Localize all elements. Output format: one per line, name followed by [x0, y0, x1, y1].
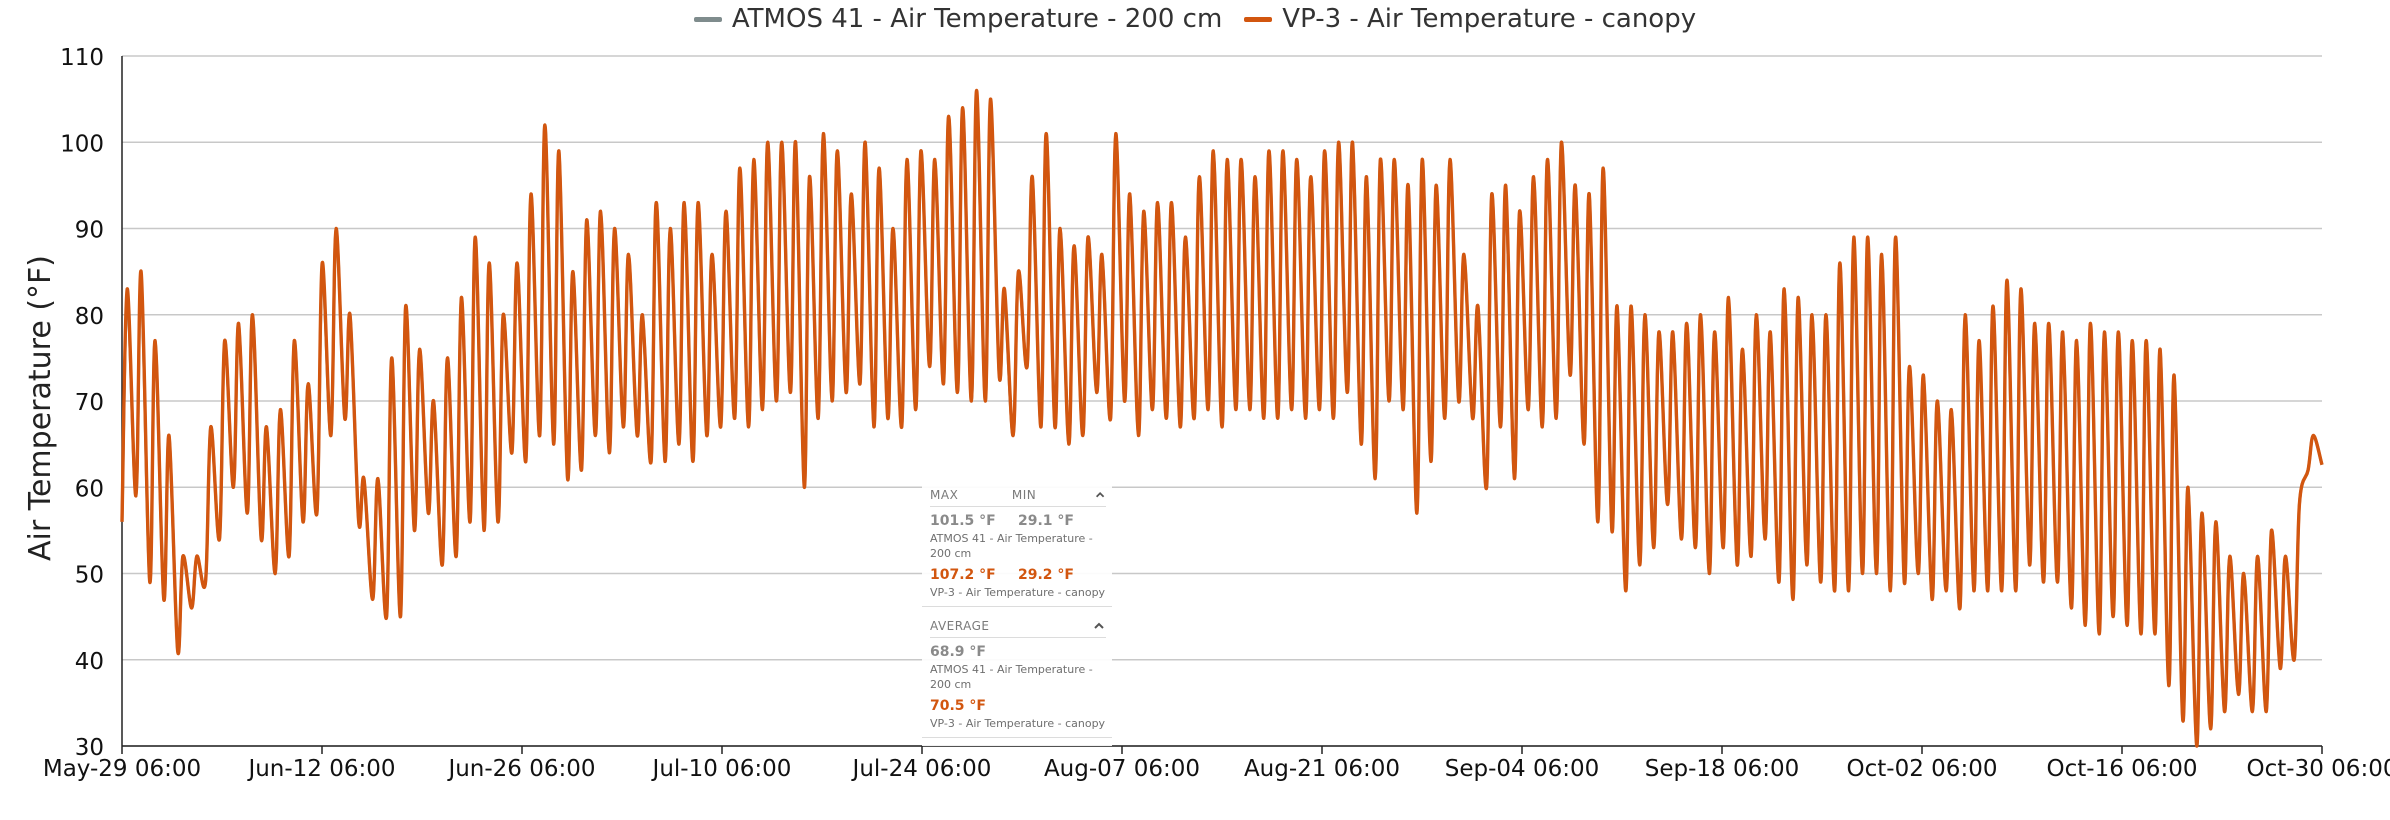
y-tick-label: 50: [75, 563, 104, 589]
series-label-atmos41: ATMOS 41 - Air Temperature - 200 cm: [930, 532, 1093, 560]
tick-labels: 30 40 50 60 70 80 90 100 110 May-29 06:00 Jun-12 0…: [43, 45, 2390, 782]
legend-swatch-vp3: [1244, 16, 1273, 22]
x-tick-label: Aug-07 06:00: [1044, 756, 1200, 782]
average-label-vp3: VP-3 - Air Temperature - canopy: [930, 717, 1106, 730]
max-header: MAX: [930, 488, 959, 502]
legend-label-vp3: VP-3 - Air Temperature - canopy: [1282, 4, 1697, 34]
min-value-atmos41: 29.1 °F: [1018, 513, 1074, 529]
y-tick-label: 60: [75, 476, 104, 502]
x-tick-label: May-29 06:00: [43, 756, 201, 782]
average-row-atmos41: 68.9 °F ATMOS 41 - Air Temperature - 200…: [930, 644, 1106, 692]
legend-swatch-atmos41: [693, 16, 722, 22]
y-tick-label: 90: [75, 218, 104, 244]
y-tick-label: 80: [75, 304, 104, 330]
minmax-row-atmos41: 101.5 °F 29.1 °F ATMOS 41 - Air Temperat…: [930, 513, 1106, 561]
minmax-section: MAX MIN 101.5 °F 29.1 °F ATMOS 41 - Air …: [922, 484, 1112, 607]
average-section: AVERAGE 68.9 °F ATMOS 41 - Air Temperatu…: [922, 615, 1112, 738]
x-tick-label: Jul-10 06:00: [651, 756, 792, 782]
axes: [121, 56, 2323, 754]
average-header-label: AVERAGE: [930, 619, 990, 633]
average-label-atmos41: ATMOS 41 - Air Temperature - 200 cm: [930, 663, 1093, 691]
average-value-atmos41: 68.9 °F: [930, 644, 986, 660]
stats-panel: MAX MIN 101.5 °F 29.1 °F ATMOS 41 - Air …: [922, 484, 1112, 746]
minmax-row-vp3: 107.2 °F 29.2 °F VP-3 - Air Temperature …: [930, 567, 1106, 600]
chevron-up-icon[interactable]: [1092, 619, 1106, 633]
x-tick-label: Jun-12 06:00: [246, 756, 395, 782]
y-tick-label: 110: [60, 45, 104, 71]
average-header: AVERAGE: [930, 615, 1106, 638]
y-tick-label: 70: [75, 390, 104, 416]
chevron-up-icon[interactable]: [1094, 488, 1106, 502]
x-tick-label: Sep-04 06:00: [1445, 756, 1600, 782]
series-line-vp3[interactable]: [120, 88, 2324, 748]
chart-legend: ATMOS 41 - Air Temperature - 200 cm VP-3…: [0, 4, 2390, 34]
x-tick-label: Aug-21 06:00: [1244, 756, 1400, 782]
y-tick-label: 30: [75, 735, 104, 761]
y-tick-label: 40: [75, 649, 104, 675]
max-value-vp3: 107.2 °F: [930, 567, 996, 583]
average-value-vp3: 70.5 °F: [930, 698, 986, 714]
x-tick-label: Sep-18 06:00: [1645, 756, 1800, 782]
min-header: MIN: [1011, 488, 1037, 502]
average-row-vp3: 70.5 °F VP-3 - Air Temperature - canopy: [930, 698, 1106, 731]
x-tick-label: Jun-26 06:00: [446, 756, 595, 782]
legend-item-atmos41[interactable]: ATMOS 41 - Air Temperature - 200 cm: [693, 4, 1223, 34]
x-tick-label: Oct-02 06:00: [1847, 756, 1998, 782]
legend-item-vp3[interactable]: VP-3 - Air Temperature - canopy: [1244, 4, 1696, 34]
y-axis-title: Air Temperature (°F): [23, 255, 58, 561]
x-tick-label: Oct-30 06:00: [2247, 756, 2390, 782]
min-value-vp3: 29.2 °F: [1018, 567, 1074, 583]
x-tick-label: Oct-16 06:00: [2047, 756, 2198, 782]
series-lines: [120, 88, 2324, 748]
y-tick-label: 100: [60, 131, 104, 157]
max-value-atmos41: 101.5 °F: [930, 513, 996, 529]
minmax-header: MAX MIN: [930, 484, 1106, 507]
legend-label-atmos41: ATMOS 41 - Air Temperature - 200 cm: [731, 4, 1223, 34]
x-tick-label: Jul-24 06:00: [851, 756, 992, 782]
series-label-vp3: VP-3 - Air Temperature - canopy: [930, 586, 1106, 599]
